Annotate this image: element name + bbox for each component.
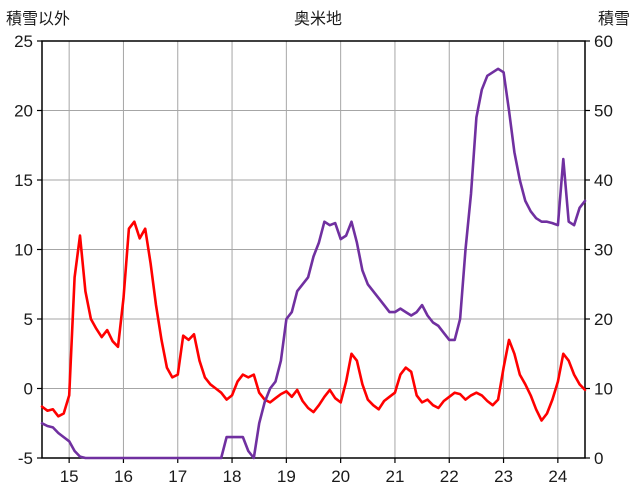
right-axis-tick-label: 0 — [594, 449, 603, 468]
right-axis-tick-label: 10 — [594, 380, 613, 399]
left-axis-tick-label: 10 — [14, 241, 33, 260]
x-axis-tick-label: 15 — [60, 467, 79, 486]
right-axis-tick-label: 30 — [594, 241, 613, 260]
x-axis-tick-label: 16 — [114, 467, 133, 486]
right-axis-tick-label: 60 — [594, 32, 613, 51]
right-axis-tick-label: 40 — [594, 171, 613, 190]
right-axis-tick-label: 20 — [594, 310, 613, 329]
x-axis-tick-label: 19 — [277, 467, 296, 486]
left-axis-tick-label: 5 — [24, 310, 33, 329]
left-axis-tick-label: 0 — [24, 380, 33, 399]
x-axis-tick-label: 20 — [331, 467, 350, 486]
left-axis-tick-label: 20 — [14, 102, 33, 121]
series-line-purple — [40, 67, 587, 460]
left-axis-title: 積雪以外 — [6, 11, 71, 28]
x-axis-tick-label: 23 — [494, 467, 513, 486]
left-axis-tick-label: -5 — [18, 449, 33, 468]
x-axis-tick-label: 18 — [223, 467, 242, 486]
series-line-red — [40, 220, 587, 422]
left-axis-tick-label: 15 — [14, 171, 33, 190]
x-axis-tick-label: 24 — [548, 467, 567, 486]
left-axis-tick-label: 25 — [14, 32, 33, 51]
right-axis-tick-label: 50 — [594, 102, 613, 121]
x-axis-tick-label: 21 — [385, 467, 404, 486]
x-axis-tick-label: 22 — [440, 467, 459, 486]
x-axis-tick-label: 17 — [168, 467, 187, 486]
right-axis-title: 積雪 — [597, 11, 630, 28]
chart-title: 奥米地 — [293, 11, 342, 28]
